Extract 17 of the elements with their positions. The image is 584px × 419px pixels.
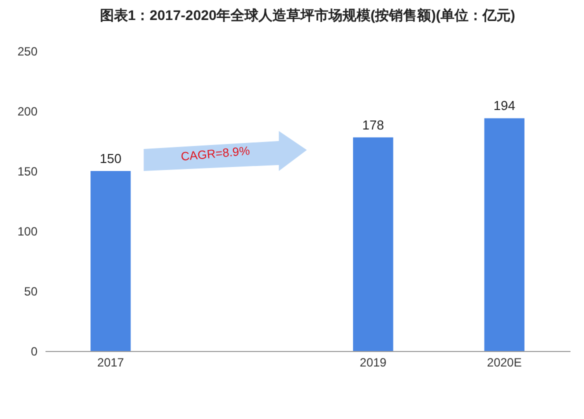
x-tick-label: 2019 bbox=[360, 356, 387, 370]
data-label: 194 bbox=[494, 98, 516, 114]
y-tick-label: 250 bbox=[17, 44, 38, 58]
bar bbox=[484, 118, 524, 351]
x-tick-label: 2017 bbox=[97, 356, 124, 370]
y-tick-label: 150 bbox=[17, 164, 38, 178]
bar bbox=[90, 171, 131, 351]
data-label: 178 bbox=[362, 117, 384, 132]
bar bbox=[353, 137, 394, 351]
chart-title: 图表1：2017-2020年全球人造草坪市场规模(按销售额)(单位：亿元) bbox=[100, 7, 516, 23]
y-tick-label: 50 bbox=[24, 284, 38, 298]
x-tick-label: 2020E bbox=[487, 356, 522, 370]
data-label: 150 bbox=[100, 151, 122, 166]
y-tick-label: 0 bbox=[30, 344, 38, 358]
y-tick-label: 200 bbox=[17, 104, 38, 118]
y-tick-label: 100 bbox=[17, 224, 38, 238]
annotation: CAGR=8.9% bbox=[180, 144, 251, 164]
